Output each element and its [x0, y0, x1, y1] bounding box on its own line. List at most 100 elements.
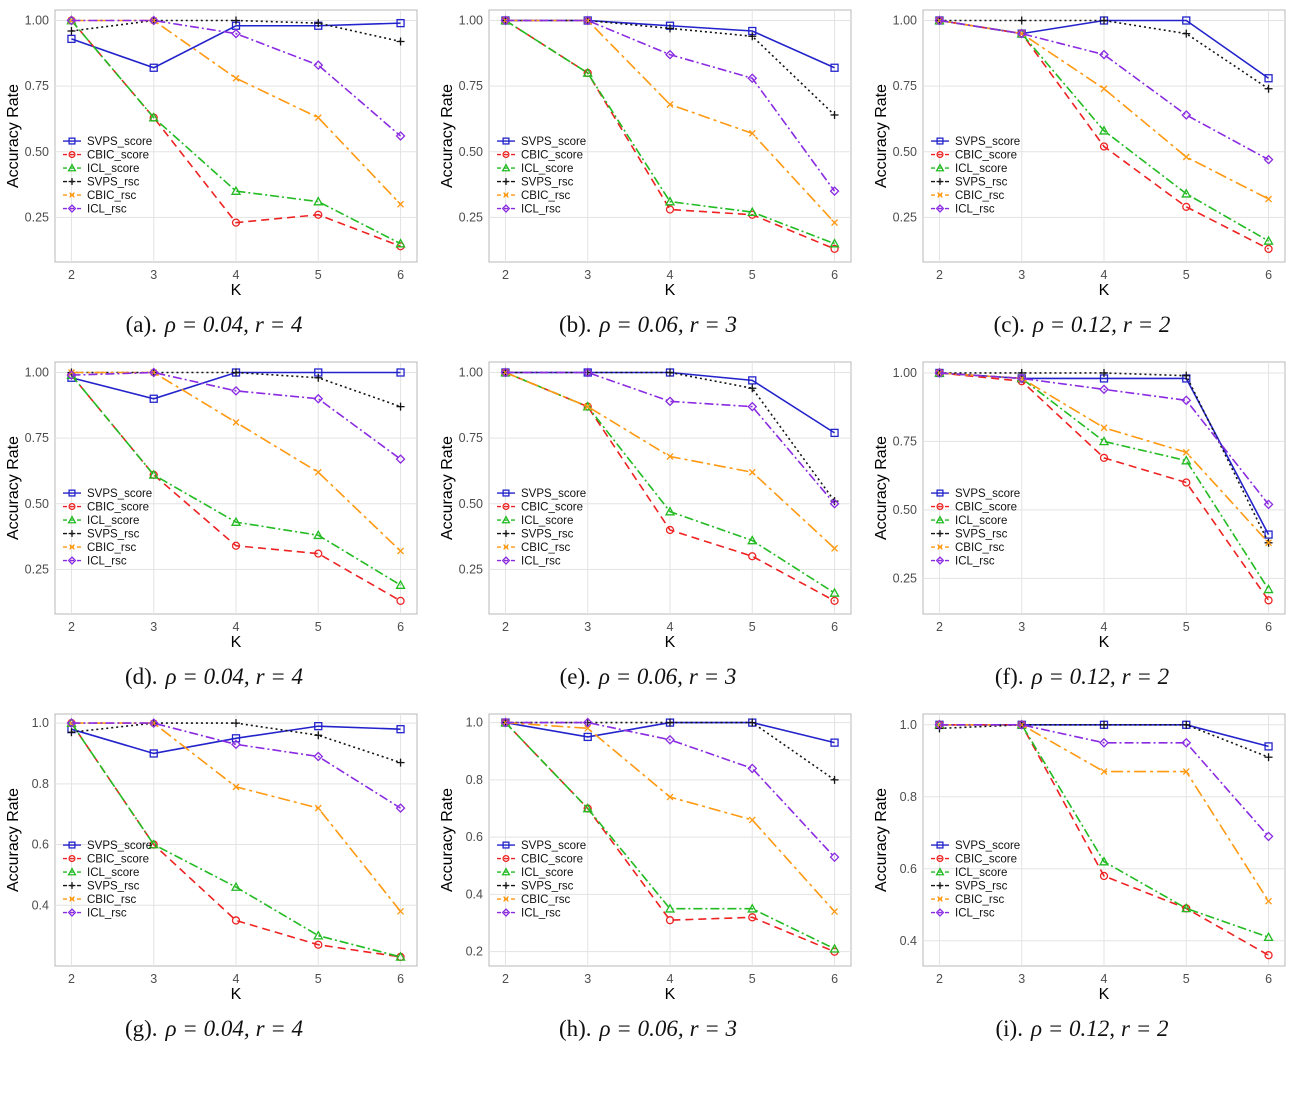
caption-rho: ρ = 0.04, — [165, 664, 250, 689]
caption-rho: ρ = 0.12, — [1030, 1016, 1116, 1041]
svg-text:Accuracy Rate: Accuracy Rate — [873, 436, 890, 540]
svg-text:CBIC_rsc: CBIC_rsc — [87, 542, 136, 554]
svg-text:SVPS_score: SVPS_score — [521, 840, 586, 852]
svg-text:CBIC_score: CBIC_score — [521, 149, 583, 161]
chart-caption-d: (d). ρ = 0.04, r = 4 — [125, 664, 309, 690]
svg-text:1.0: 1.0 — [32, 716, 49, 730]
caption-r: r = 4 — [255, 1016, 304, 1041]
svg-text:0.2: 0.2 — [466, 945, 483, 959]
svg-text:5: 5 — [749, 972, 756, 986]
svg-text:ICL_rsc: ICL_rsc — [521, 555, 561, 567]
caption-r: r = 4 — [255, 664, 304, 689]
svg-text:SVPS_rsc: SVPS_rsc — [521, 880, 574, 892]
svg-text:Accuracy Rate: Accuracy Rate — [873, 84, 890, 188]
chart-panel-d: 2 3 4 5 6 0.25 0.50 0.75 1.00 K Accuracy Rate SVPS_… — [0, 354, 434, 700]
svg-text:ICL_rsc: ICL_rsc — [521, 203, 561, 215]
svg-text:Accuracy Rate: Accuracy Rate — [5, 788, 22, 892]
svg-text:2: 2 — [502, 268, 509, 282]
svg-text:2: 2 — [68, 972, 75, 986]
svg-text:0.75: 0.75 — [459, 431, 483, 445]
svg-text:4: 4 — [1101, 268, 1108, 282]
svg-text:SVPS_score: SVPS_score — [955, 136, 1020, 148]
svg-text:Accuracy Rate: Accuracy Rate — [439, 84, 456, 188]
svg-text:0.75: 0.75 — [893, 434, 917, 448]
chart-panel-c: 2 3 4 5 6 0.25 0.50 0.75 1.00 K Accuracy Rate SVPS_… — [868, 2, 1302, 348]
chart-caption-a: (a). ρ = 0.04, r = 4 — [126, 312, 309, 338]
svg-text:ICL_score: ICL_score — [955, 163, 1007, 175]
caption-rho: ρ = 0.12, — [1031, 664, 1116, 689]
svg-text:3: 3 — [1018, 268, 1025, 282]
svg-text:SVPS_rsc: SVPS_rsc — [955, 528, 1008, 540]
svg-text:CBIC_rsc: CBIC_rsc — [87, 190, 136, 202]
svg-text:2: 2 — [502, 620, 509, 634]
svg-text:CBIC_score: CBIC_score — [521, 853, 583, 865]
svg-text:1.0: 1.0 — [466, 716, 483, 730]
svg-text:6: 6 — [1265, 620, 1272, 634]
svg-text:0.50: 0.50 — [893, 145, 917, 159]
svg-text:SVPS_rsc: SVPS_rsc — [87, 176, 140, 188]
caption-label: (c). — [993, 312, 1025, 337]
chart-a: 2 3 4 5 6 0.25 0.50 0.75 1.00 K Accuracy Rate SVPS_… — [5, 9, 418, 299]
caption-label: (e). — [559, 664, 591, 689]
svg-text:0.50: 0.50 — [893, 503, 917, 517]
svg-text:ICL_rsc: ICL_rsc — [955, 907, 995, 919]
caption-r: r = 2 — [1121, 664, 1170, 689]
svg-text:0.75: 0.75 — [893, 79, 917, 93]
svg-text:SVPS_rsc: SVPS_rsc — [87, 880, 140, 892]
svg-text:CBIC_score: CBIC_score — [955, 149, 1017, 161]
svg-text:CBIC_score: CBIC_score — [87, 501, 149, 513]
caption-r: r = 2 — [1122, 312, 1171, 337]
chart-caption-f: (f). ρ = 0.12, r = 2 — [995, 664, 1175, 690]
svg-text:CBIC_rsc: CBIC_rsc — [955, 190, 1004, 202]
svg-text:1.00: 1.00 — [893, 366, 917, 380]
caption-label: (b). — [558, 312, 592, 337]
caption-label: (i). — [995, 1016, 1023, 1041]
svg-text:SVPS_rsc: SVPS_rsc — [955, 880, 1008, 892]
caption-rho: ρ = 0.12, — [1032, 312, 1117, 337]
chart-caption-e: (e). ρ = 0.06, r = 3 — [560, 664, 743, 690]
svg-text:2: 2 — [936, 620, 943, 634]
caption-label: (g). — [124, 1016, 158, 1041]
svg-text:2: 2 — [936, 268, 943, 282]
svg-text:ICL_score: ICL_score — [521, 867, 573, 879]
svg-text:5: 5 — [1183, 268, 1190, 282]
caption-label: (h). — [558, 1016, 592, 1041]
svg-text:0.75: 0.75 — [25, 431, 49, 445]
chart-i: 2 3 4 5 6 0.4 0.6 0.8 1.0 K Accuracy Rate SVPS_scor… — [873, 713, 1286, 1003]
svg-text:ICL_rsc: ICL_rsc — [87, 555, 127, 567]
svg-text:0.8: 0.8 — [900, 790, 917, 804]
chart-panel-h: 2 3 4 5 6 0.2 0.4 0.6 0.8 1.0 K Accuracy Rate SVPS_s… — [434, 706, 868, 1052]
svg-text:6: 6 — [1265, 972, 1272, 986]
svg-text:0.6: 0.6 — [466, 830, 483, 844]
svg-text:0.8: 0.8 — [32, 777, 49, 791]
svg-text:6: 6 — [1265, 268, 1272, 282]
svg-text:K: K — [1099, 282, 1110, 299]
chart-caption-g: (g). ρ = 0.04, r = 4 — [125, 1016, 309, 1042]
chart-g: 2 3 4 5 6 0.4 0.6 0.8 1.0 K Accuracy Rate SVPS_scor… — [5, 713, 418, 1003]
svg-text:4: 4 — [233, 972, 240, 986]
svg-text:6: 6 — [397, 268, 404, 282]
svg-text:ICL_score: ICL_score — [87, 515, 139, 527]
svg-text:3: 3 — [150, 620, 157, 634]
svg-text:CBIC_score: CBIC_score — [87, 853, 149, 865]
svg-text:ICL_rsc: ICL_rsc — [87, 907, 127, 919]
svg-text:SVPS_score: SVPS_score — [87, 136, 152, 148]
chart-c: 2 3 4 5 6 0.25 0.50 0.75 1.00 K Accuracy Rate SVPS_… — [873, 9, 1286, 299]
figure-grid: 2 3 4 5 6 0.25 0.50 0.75 1.00 K Accuracy Rate SVPS_… — [0, 2, 1302, 1052]
svg-text:0.25: 0.25 — [459, 210, 483, 224]
svg-text:SVPS_rsc: SVPS_rsc — [521, 528, 574, 540]
svg-text:SVPS_rsc: SVPS_rsc — [955, 176, 1008, 188]
svg-text:6: 6 — [831, 620, 838, 634]
svg-text:0.6: 0.6 — [900, 862, 917, 876]
svg-text:5: 5 — [315, 268, 322, 282]
caption-label: (f). — [994, 664, 1024, 689]
svg-text:K: K — [665, 986, 676, 1003]
caption-label: (a). — [125, 312, 157, 337]
svg-text:SVPS_score: SVPS_score — [955, 840, 1020, 852]
svg-text:4: 4 — [233, 268, 240, 282]
svg-text:ICL_rsc: ICL_rsc — [955, 555, 995, 567]
chart-h: 2 3 4 5 6 0.2 0.4 0.6 0.8 1.0 K Accuracy Rate SVPS_s… — [439, 713, 852, 1003]
svg-text:6: 6 — [397, 620, 404, 634]
svg-text:2: 2 — [68, 620, 75, 634]
svg-text:0.25: 0.25 — [893, 210, 917, 224]
